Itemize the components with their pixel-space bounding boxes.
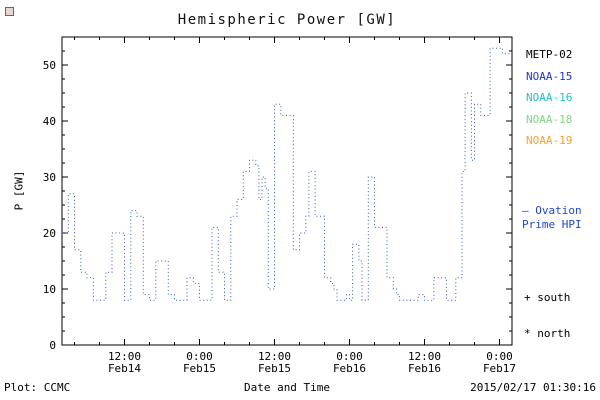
svg-text:12:00: 12:00 <box>258 350 291 363</box>
ovation-legend-line2: Prime HPI <box>522 218 582 231</box>
svg-text:12:00: 12:00 <box>408 350 441 363</box>
legend-item-noaa-19: NOAA-19 <box>526 134 573 147</box>
legend-item-noaa-15: NOAA-15 <box>526 69 573 83</box>
satellite-legend: METP-02 NOAA-15 NOAA-16 NOAA-18 NOAA-19 <box>526 44 572 152</box>
svg-text:30: 30 <box>43 171 56 184</box>
svg-text:0:00: 0:00 <box>486 350 513 363</box>
svg-text:0:00: 0:00 <box>186 350 213 363</box>
svg-text:10: 10 <box>43 283 56 296</box>
svg-text:Feb14: Feb14 <box>108 362 141 375</box>
svg-text:12:00: 12:00 <box>108 350 141 363</box>
south-marker-label: + south <box>524 291 571 304</box>
svg-text:40: 40 <box>43 115 56 128</box>
chart-title: Hemispheric Power [GW] <box>177 12 397 28</box>
legend-item-metp-02: METP-02 <box>526 48 573 61</box>
svg-text:0:00: 0:00 <box>336 350 363 363</box>
svg-text:Feb17: Feb17 <box>483 362 516 375</box>
svg-text:50: 50 <box>43 59 56 72</box>
plot-timestamp: 2015/02/17 01:30:16 <box>470 381 596 394</box>
y-axis-label: P [GW] <box>12 170 26 211</box>
svg-text:Feb15: Feb15 <box>183 362 216 375</box>
corner-artifact <box>5 7 14 16</box>
plot-credit: Plot: CCMC <box>4 381 71 394</box>
north-marker-label: * north <box>524 327 571 340</box>
x-axis-label: Date and Time <box>243 381 331 394</box>
svg-text:Feb15: Feb15 <box>258 362 291 375</box>
legend-item-noaa-18: NOAA-18 <box>526 112 573 126</box>
svg-text:0: 0 <box>49 339 56 352</box>
ovation-legend-line1: – Ovation <box>522 204 582 217</box>
legend-item-noaa-16: NOAA-16 <box>526 91 573 104</box>
svg-text:Feb16: Feb16 <box>408 362 441 375</box>
svg-text:20: 20 <box>43 227 56 240</box>
ovation-legend: – Ovation Prime HPI <box>522 204 582 232</box>
svg-text:Feb16: Feb16 <box>333 362 366 375</box>
